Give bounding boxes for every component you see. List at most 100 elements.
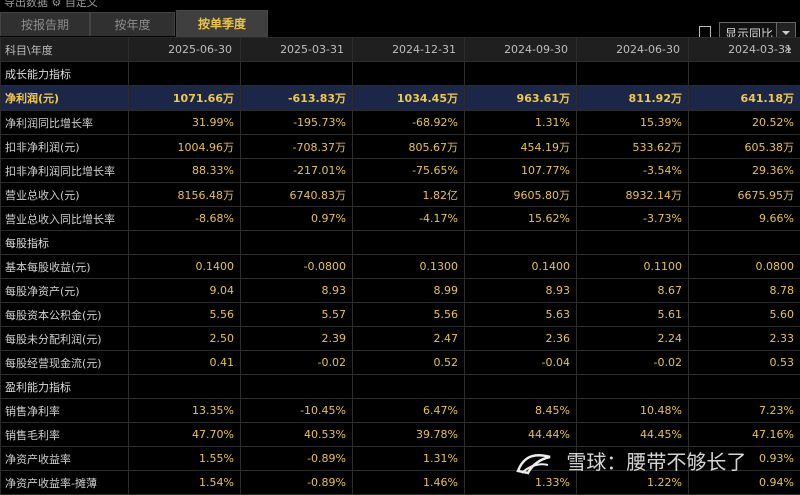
value-cell: 2.33 bbox=[689, 327, 800, 351]
row-label: 扣非净利润同比增长率 bbox=[1, 159, 129, 183]
value-cell: 9.04 bbox=[129, 279, 241, 303]
section-label: 盈利能力指标 bbox=[1, 375, 129, 399]
row-label: 扣非净利润(元) bbox=[1, 135, 129, 159]
value-cell bbox=[353, 62, 465, 86]
value-cell: 20.52% bbox=[689, 111, 800, 135]
tab-by-report-period[interactable]: 按报告期 bbox=[0, 12, 90, 36]
value-cell: 2.24 bbox=[577, 327, 689, 351]
value-cell: 88.33% bbox=[129, 159, 241, 183]
value-cell: 0.97% bbox=[241, 207, 353, 231]
value-cell: -0.02 bbox=[577, 351, 689, 375]
row-label: 净利润同比增长率 bbox=[1, 111, 129, 135]
value-cell: 1.46% bbox=[353, 471, 465, 495]
value-cell bbox=[129, 231, 241, 255]
value-cell: 107.77% bbox=[465, 159, 577, 183]
value-cell: 5.60 bbox=[689, 303, 800, 327]
column-header[interactable]: 2025-03-31 bbox=[241, 38, 353, 62]
value-cell: 31.99% bbox=[129, 111, 241, 135]
value-cell: 8156.48万 bbox=[129, 183, 241, 207]
value-cell bbox=[241, 375, 353, 399]
column-header[interactable]: 2024-09-30 bbox=[465, 38, 577, 62]
value-cell: 6740.83万 bbox=[241, 183, 353, 207]
value-cell bbox=[241, 62, 353, 86]
value-cell: 605.38万 bbox=[689, 135, 800, 159]
row-label: 销售毛利率 bbox=[1, 423, 129, 447]
period-tabs: 按报告期 按年度 按单季度 显示同比 bbox=[0, 10, 800, 38]
value-cell: -0.89% bbox=[241, 471, 353, 495]
value-cell: 1071.66万 bbox=[129, 86, 241, 111]
value-cell: 1.31% bbox=[465, 111, 577, 135]
table-row[interactable]: 营业总收入同比增长率-8.68%0.97%-4.17%15.62%-3.73%9… bbox=[1, 207, 800, 231]
value-cell: 5.56 bbox=[129, 303, 241, 327]
more-columns-icon[interactable]: » bbox=[784, 42, 792, 57]
row-label: 销售净利率 bbox=[1, 399, 129, 423]
row-label: 每股未分配利润(元) bbox=[1, 327, 129, 351]
value-cell: 0.1300 bbox=[353, 255, 465, 279]
value-cell: -68.92% bbox=[353, 111, 465, 135]
value-cell: 8.78 bbox=[689, 279, 800, 303]
value-cell: -3.54% bbox=[577, 159, 689, 183]
section-label: 每股指标 bbox=[1, 231, 129, 255]
row-label: 净利润(元) bbox=[1, 86, 129, 111]
row-label: 净资产收益率 bbox=[1, 447, 129, 471]
value-cell: -708.37万 bbox=[241, 135, 353, 159]
top-toolbar: 导出数据 ⚙ 自定义 bbox=[0, 0, 800, 8]
column-header[interactable]: 2024-06-30 bbox=[577, 38, 689, 62]
value-cell: -195.73% bbox=[241, 111, 353, 135]
value-cell: 1034.45万 bbox=[353, 86, 465, 111]
value-cell: 8.67 bbox=[577, 279, 689, 303]
tab-by-quarter[interactable]: 按单季度 bbox=[176, 10, 268, 37]
value-cell bbox=[577, 375, 689, 399]
value-cell: -0.02 bbox=[241, 351, 353, 375]
value-cell: 0.41 bbox=[129, 351, 241, 375]
value-cell: 15.39% bbox=[577, 111, 689, 135]
value-cell: 6675.95万 bbox=[689, 183, 800, 207]
column-header[interactable]: 2024-12-31 bbox=[353, 38, 465, 62]
column-header[interactable]: 2025-06-30 bbox=[129, 38, 241, 62]
value-cell: 0.1400 bbox=[465, 255, 577, 279]
value-cell: 1.82亿 bbox=[353, 183, 465, 207]
value-cell: 454.19万 bbox=[465, 135, 577, 159]
header-label-cell: 科目\年度 bbox=[1, 38, 129, 62]
value-cell: 963.61万 bbox=[465, 86, 577, 111]
value-cell: 8932.14万 bbox=[577, 183, 689, 207]
value-cell bbox=[465, 375, 577, 399]
value-cell: 2.47 bbox=[353, 327, 465, 351]
value-cell: 1.55% bbox=[129, 447, 241, 471]
value-cell: 0.1400 bbox=[129, 255, 241, 279]
tab-by-year[interactable]: 按年度 bbox=[90, 12, 175, 36]
value-cell: 1004.96万 bbox=[129, 135, 241, 159]
value-cell bbox=[689, 375, 800, 399]
value-cell: 40.53% bbox=[241, 423, 353, 447]
value-cell: 9605.80万 bbox=[465, 183, 577, 207]
value-cell: -217.01% bbox=[241, 159, 353, 183]
value-cell: -8.68% bbox=[129, 207, 241, 231]
value-cell: 47.16% bbox=[689, 423, 800, 447]
row-label: 净资产收益率-摊薄 bbox=[1, 471, 129, 495]
value-cell: 0.0800 bbox=[689, 255, 800, 279]
row-label: 营业总收入(元) bbox=[1, 183, 129, 207]
value-cell bbox=[129, 62, 241, 86]
section-row[interactable]: 成长能力指标 bbox=[1, 62, 800, 86]
value-cell: -0.89% bbox=[241, 447, 353, 471]
section-row[interactable]: 每股指标 bbox=[1, 231, 800, 255]
value-cell: 13.35% bbox=[129, 399, 241, 423]
section-row[interactable]: 盈利能力指标 bbox=[1, 375, 800, 399]
value-cell: 2.50 bbox=[129, 327, 241, 351]
watermark: 雪球：腰带不够长了 bbox=[514, 446, 746, 477]
value-cell: 1.54% bbox=[129, 471, 241, 495]
value-cell: 9.66% bbox=[689, 207, 800, 231]
